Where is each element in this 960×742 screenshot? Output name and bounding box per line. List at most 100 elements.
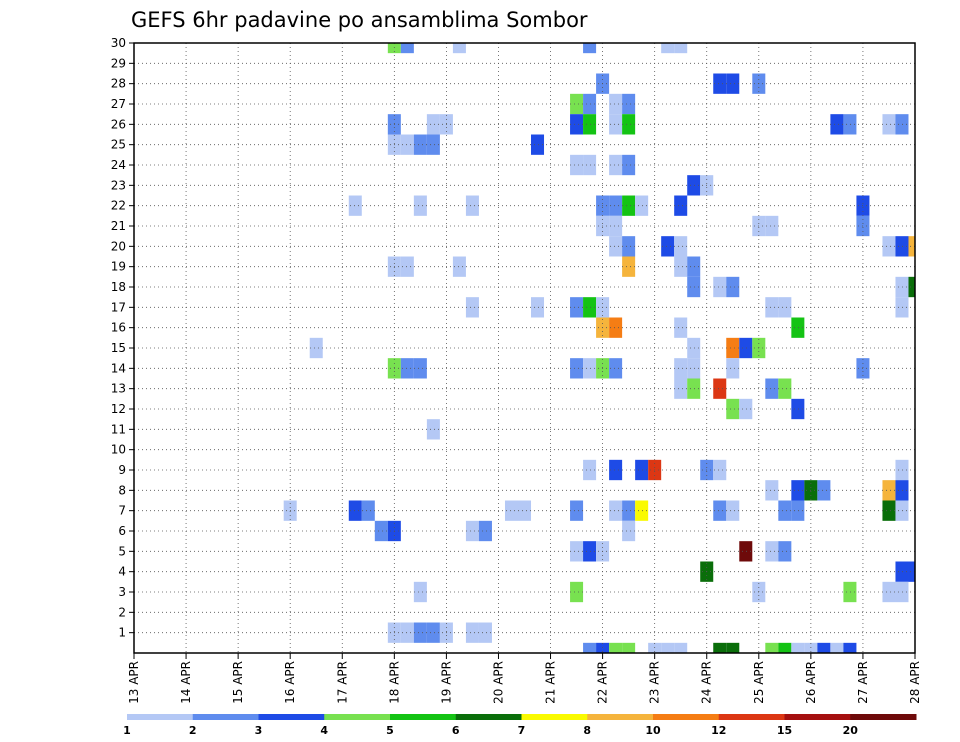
legend-label: 12: [711, 724, 726, 737]
heatmap-cell: [583, 114, 597, 135]
x-tick-label: 28 APR: [908, 661, 922, 704]
heatmap-cell: [661, 642, 675, 653]
x-tick-label: 18 APR: [387, 661, 401, 704]
legend-swatch: [127, 714, 194, 720]
heatmap-cell: [765, 297, 779, 318]
heatmap-cell: [531, 134, 545, 155]
heatmap-cell: [817, 480, 831, 501]
y-tick-label: 5: [118, 544, 126, 558]
heatmap-cell: [778, 500, 792, 521]
heatmap-cell: [400, 622, 414, 643]
heatmap-cell: [609, 459, 623, 481]
heatmap-cell: [426, 622, 440, 643]
legend-label: 1: [123, 724, 131, 737]
heatmap-cell: [622, 236, 636, 257]
heatmap-cell: [426, 114, 440, 135]
y-tick-label: 22: [111, 199, 126, 213]
heatmap-cells: [283, 43, 915, 653]
heatmap-cell: [609, 236, 623, 257]
heatmap-cell: [609, 93, 623, 115]
heatmap-cell: [583, 541, 597, 562]
heatmap-cell: [609, 500, 623, 521]
y-tick-label: 30: [111, 36, 126, 50]
y-tick-label: 27: [111, 97, 126, 111]
heatmap-cell: [882, 480, 896, 501]
x-axis: 13 APR 14 APR 15 APR 16 APR 17 APR 18 APR 19 A…: [127, 653, 922, 704]
heatmap-cell: [400, 358, 414, 379]
heatmap-cell: [583, 297, 597, 318]
heatmap-cell: [843, 642, 857, 653]
y-tick-label: 11: [111, 422, 126, 436]
heatmap-cell: [726, 276, 740, 298]
heatmap-cell: [570, 500, 584, 521]
heatmap-cell: [739, 398, 753, 420]
heatmap-cell: [843, 581, 857, 603]
heatmap-cell: [791, 500, 805, 521]
heatmap-cell: [687, 378, 701, 399]
heatmap-cell: [583, 642, 597, 653]
legend-swatch: [192, 714, 259, 720]
heatmap-cell: [791, 642, 805, 653]
heatmap-cell: [778, 378, 792, 399]
heatmap-cell: [387, 43, 401, 54]
x-tick-label: 24 APR: [700, 661, 714, 704]
heatmap-cell: [778, 541, 792, 562]
heatmap-cell: [908, 561, 915, 582]
heatmap-cell: [348, 195, 362, 216]
heatmap-cell: [570, 93, 584, 115]
heatmap-cell: [361, 500, 375, 521]
heatmap-cell: [674, 236, 688, 257]
heatmap-cell: [622, 154, 636, 176]
heatmap-cell: [882, 236, 896, 257]
x-tick-label: 23 APR: [648, 661, 662, 704]
heatmap-cell: [674, 43, 688, 54]
heatmap-cell: [765, 480, 779, 501]
legend-label: 10: [645, 724, 661, 737]
heatmap-cell: [726, 642, 740, 653]
heatmap-cell: [895, 561, 909, 582]
y-tick-label: 12: [111, 402, 126, 416]
x-tick-label: 14 APR: [179, 661, 193, 704]
y-tick-label: 19: [111, 260, 126, 274]
legend-swatch: [850, 714, 917, 720]
y-tick-label: 28: [111, 77, 126, 91]
heatmap-cell: [570, 581, 584, 603]
legend-label: 4: [320, 724, 328, 737]
heatmap-cell: [413, 581, 427, 603]
legend-swatch: [718, 714, 785, 720]
heatmap-cell: [517, 500, 532, 521]
heatmap-cell: [895, 480, 909, 501]
heatmap-cell: [843, 114, 857, 135]
heatmap-cell: [609, 317, 623, 338]
legend-swatch: [784, 714, 851, 720]
heatmap-cell: [674, 256, 688, 277]
heatmap-cell: [674, 358, 688, 379]
heatmap-cell: [531, 297, 545, 318]
heatmap-cell: [726, 500, 740, 521]
legend-label: 6: [452, 724, 460, 737]
y-tick-label: 6: [118, 524, 126, 538]
heatmap-cell: [895, 581, 909, 603]
y-tick-label: 14: [111, 361, 126, 375]
heatmap-cell: [570, 114, 584, 135]
heatmap-cell: [765, 215, 779, 237]
heatmap-cell: [622, 256, 636, 277]
heatmap-cell: [465, 297, 479, 318]
heatmap-cell: [895, 500, 909, 521]
heatmap-cell: [583, 358, 597, 379]
heatmap-cell: [687, 276, 701, 298]
legend-swatch: [258, 714, 325, 720]
heatmap-cell: [908, 236, 915, 257]
y-tick-label: 24: [111, 158, 126, 172]
y-tick-label: 29: [111, 56, 126, 70]
x-tick-label: 21 APR: [544, 661, 558, 704]
heatmap-cell: [465, 520, 479, 542]
heatmap-cell: [817, 642, 831, 653]
legend-label: 2: [189, 724, 197, 737]
y-axis: 1234567891011121314151617181920212223242…: [111, 36, 134, 640]
heatmap-cell: [622, 93, 636, 115]
heatmap-cell: [504, 500, 518, 521]
heatmap-cell: [570, 154, 584, 176]
heatmap-cell: [570, 541, 584, 562]
